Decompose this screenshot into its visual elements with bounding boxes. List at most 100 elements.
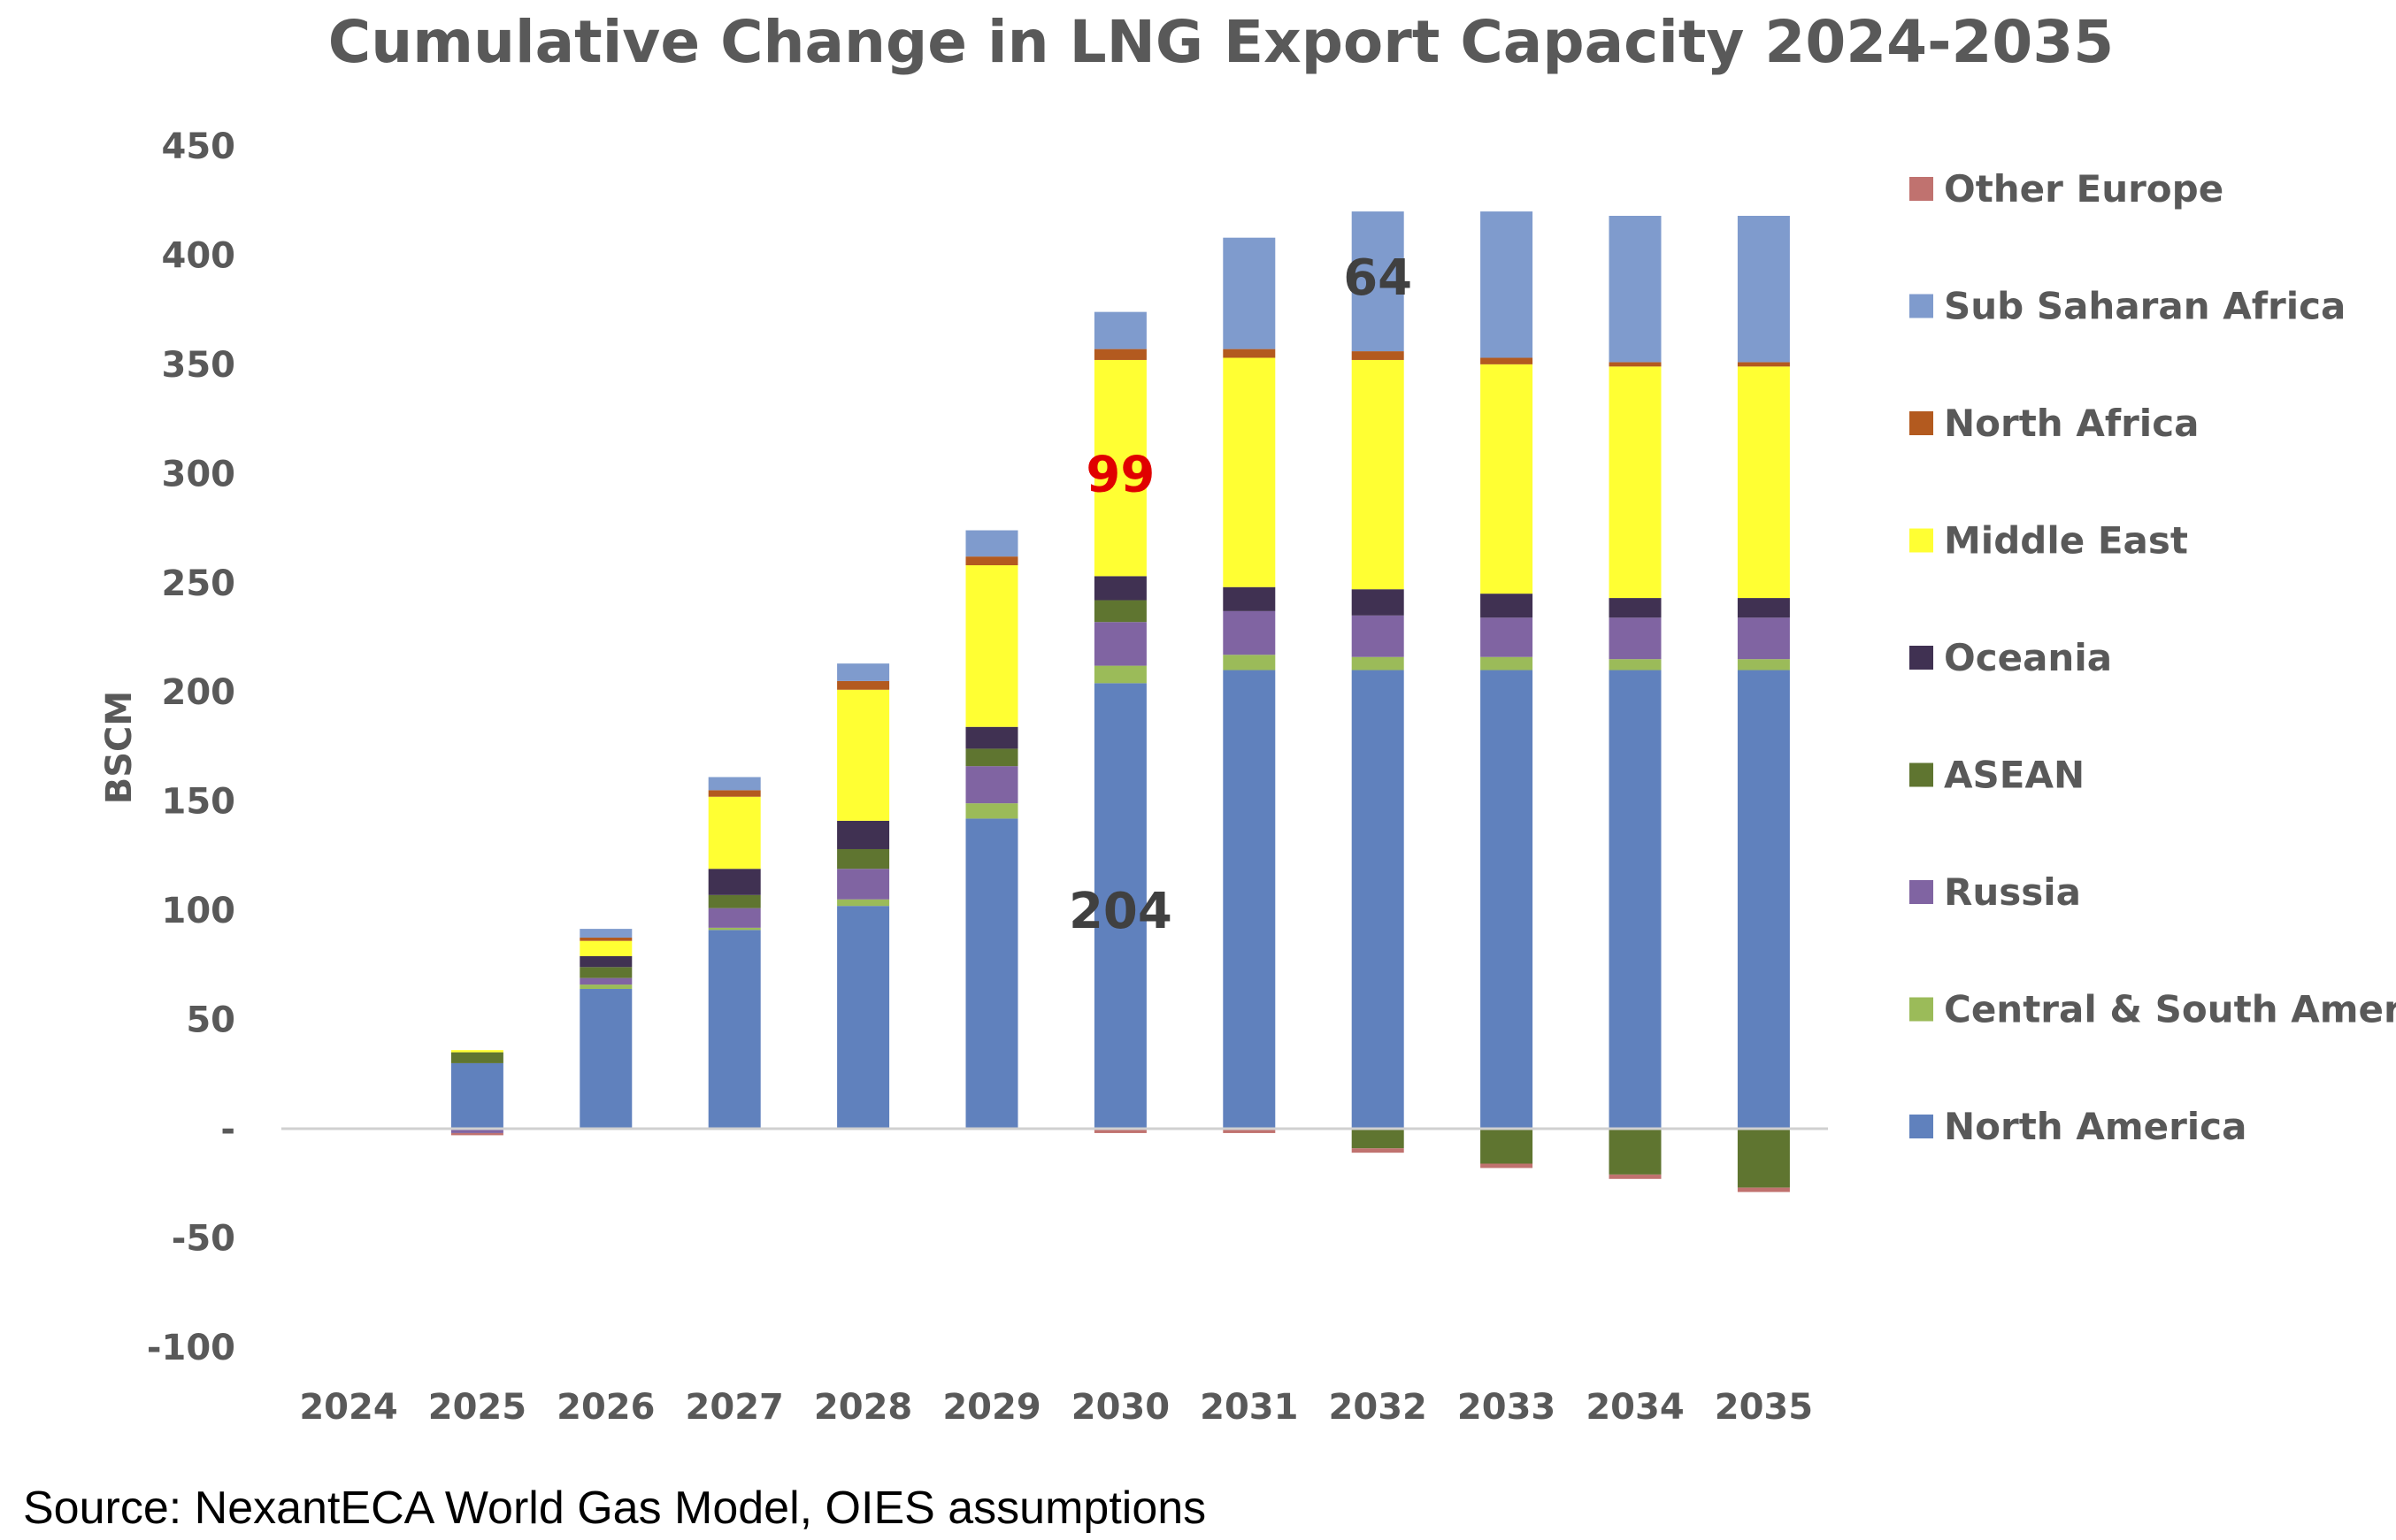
bar-segment-middle-east-2025 — [450, 1050, 503, 1053]
bar-segment-north-america-2030 — [1094, 683, 1147, 1129]
y-tick-label: 300 — [162, 454, 236, 494]
data-label: 99 — [1086, 446, 1155, 503]
bar-segment-other-europe-2030 — [1094, 1129, 1147, 1133]
y-tick-label: 450 — [162, 126, 236, 167]
legend-item: Oceania — [1909, 636, 2112, 679]
bar-segment-russia-2032 — [1351, 615, 1404, 657]
bar-segment-asean-2035 — [1737, 1129, 1790, 1188]
bar-segment-sub-saharan-africa-2028 — [837, 663, 890, 681]
legend-item: ASEAN — [1909, 754, 2085, 797]
bar-segment-oceania-2034 — [1609, 598, 1662, 618]
bar-segment-north-africa-2031 — [1223, 349, 1276, 358]
x-tick-label: 2032 — [1329, 1387, 1427, 1428]
x-tick-label: 2027 — [686, 1387, 784, 1428]
bar-segment-north-africa-2034 — [1609, 362, 1662, 367]
legend-swatch — [1909, 762, 1933, 787]
legend-label: North America — [1944, 1105, 2246, 1148]
bar-segment-russia-2035 — [1737, 617, 1790, 660]
bar-segment-sub-saharan-africa-2033 — [1480, 211, 1533, 358]
bar-segment-asean-2026 — [580, 967, 633, 978]
bar-segment-middle-east-2032 — [1351, 359, 1404, 590]
x-tick-label: 2033 — [1457, 1387, 1555, 1428]
bar-segment-middle-east-2033 — [1480, 364, 1533, 594]
bar-segment-north-africa-2026 — [580, 937, 633, 941]
x-tick-label: 2030 — [1071, 1387, 1170, 1428]
bar-segment-north-america-2032 — [1351, 670, 1404, 1129]
bar-segment-middle-east-2031 — [1223, 357, 1276, 587]
bar-segment-asean-2033 — [1480, 1129, 1533, 1164]
bar-segment-middle-east-2035 — [1737, 366, 1790, 599]
bar-segment-north-america-2031 — [1223, 670, 1276, 1129]
bar-segment-north-africa-2032 — [1351, 351, 1404, 360]
legend-label: Russia — [1944, 870, 2081, 914]
x-tick-label: 2035 — [1715, 1387, 1813, 1428]
legend-swatch — [1909, 411, 1933, 435]
y-tick-label: 250 — [162, 563, 236, 604]
bar-segment-north-africa-2035 — [1737, 362, 1790, 367]
bar-segment-russia-2026 — [580, 977, 633, 985]
bar-segment-russia-2025 — [450, 1129, 503, 1133]
bar-segment-other-europe-2025 — [450, 1132, 503, 1136]
bar-segment-north-america-2029 — [965, 818, 1018, 1129]
bar-segment-oceania-2035 — [1737, 598, 1790, 618]
bar-segment-north-america-2027 — [708, 930, 761, 1129]
bar-segment-asean-2027 — [708, 894, 761, 908]
bar-segment-oceania-2029 — [965, 726, 1018, 749]
data-label: 64 — [1343, 249, 1412, 307]
bar-segment-middle-east-2030 — [1094, 359, 1147, 577]
y-tick-label: -50 — [172, 1218, 235, 1259]
bar-segment-north-america-2034 — [1609, 670, 1662, 1129]
legend-swatch — [1909, 1115, 1933, 1138]
bar-segment-central-south-america-2027 — [708, 927, 761, 931]
y-tick-label: 350 — [162, 345, 236, 386]
legend-item: North America — [1909, 1105, 2246, 1148]
y-tick-label: 50 — [186, 1000, 235, 1041]
bar-segment-central-south-america-2029 — [965, 803, 1018, 819]
bar-segment-north-america-2035 — [1737, 670, 1790, 1129]
legend-label: Central & South America — [1944, 988, 2396, 1031]
bar-segment-north-africa-2033 — [1480, 357, 1533, 364]
bar-segment-central-south-america-2030 — [1094, 665, 1147, 684]
bar-segment-oceania-2028 — [837, 820, 890, 849]
bar-segment-oceania-2030 — [1094, 576, 1147, 601]
bar-segment-north-america-2028 — [837, 906, 890, 1129]
y-axis-label: BSCM — [99, 691, 140, 804]
bar-segment-sub-saharan-africa-2034 — [1609, 216, 1662, 363]
x-tick-label: 2028 — [814, 1387, 912, 1428]
y-tick-label: -100 — [147, 1328, 235, 1368]
bar-segment-sub-saharan-africa-2031 — [1223, 237, 1276, 349]
bar-segment-oceania-2026 — [580, 955, 633, 968]
bar-segment-russia-2030 — [1094, 622, 1147, 666]
bar-segment-central-south-america-2035 — [1737, 659, 1790, 670]
bar-segment-sub-saharan-africa-2030 — [1094, 311, 1147, 349]
bar-segment-asean-2028 — [837, 848, 890, 870]
bar-segment-central-south-america-2026 — [580, 985, 633, 989]
bar-segment-other-europe-2033 — [1480, 1163, 1533, 1168]
bar-segment-north-africa-2030 — [1094, 349, 1147, 360]
bar-segment-oceania-2027 — [708, 869, 761, 895]
bar-segment-central-south-america-2028 — [837, 899, 890, 907]
y-tick-label: - — [220, 1109, 235, 1150]
bar-segment-sub-saharan-africa-2035 — [1737, 216, 1790, 363]
bar-segment-russia-2031 — [1223, 610, 1276, 655]
legend-item: Middle East — [1909, 519, 2188, 563]
y-tick-label: 200 — [162, 672, 236, 713]
bar-segment-asean-2032 — [1351, 1129, 1404, 1149]
bar-segment-middle-east-2029 — [965, 565, 1018, 727]
bar-segment-asean-2025 — [450, 1052, 503, 1063]
bar-segment-oceania-2031 — [1223, 586, 1276, 611]
bar-segment-sub-saharan-africa-2026 — [580, 929, 633, 938]
bar-segment-north-america-2033 — [1480, 670, 1533, 1129]
bar-segment-middle-east-2028 — [837, 689, 890, 821]
bar-segment-asean-2034 — [1609, 1129, 1662, 1175]
bar-segment-other-europe-2031 — [1223, 1129, 1276, 1133]
x-tick-label: 2024 — [299, 1387, 397, 1428]
bar-segment-russia-2027 — [708, 908, 761, 928]
bar-segment-north-africa-2029 — [965, 556, 1018, 566]
y-tick-label: 100 — [162, 891, 236, 931]
legend-label: Sub Saharan Africa — [1944, 285, 2346, 328]
legend-label: ASEAN — [1944, 754, 2085, 797]
bar-segment-russia-2028 — [837, 869, 890, 900]
bar-segment-central-south-america-2034 — [1609, 659, 1662, 670]
